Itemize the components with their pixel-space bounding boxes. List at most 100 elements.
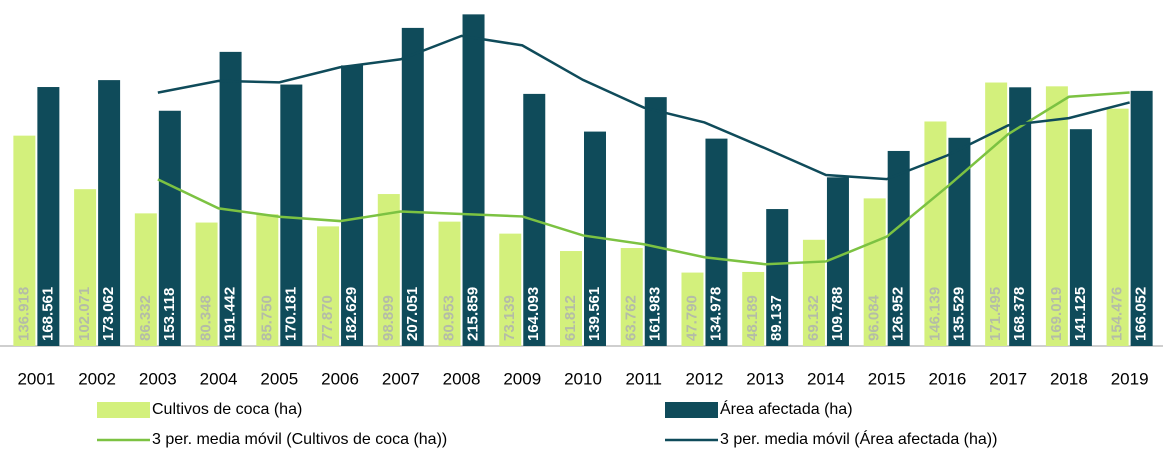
value-label: 135.529 — [950, 287, 967, 341]
legend-label: 3 per. media móvil (Área afectada (ha)) — [720, 429, 997, 448]
bar — [317, 226, 340, 346]
legend-swatch — [97, 402, 150, 418]
x-tick-label: 2004 — [200, 369, 238, 388]
legend-label: Cultivos de coca (ha) — [152, 401, 302, 418]
legend-label: 3 per. media móvil (Cultivos de coca (ha… — [152, 431, 447, 448]
value-label: 69.132 — [805, 295, 822, 341]
x-tick-label: 2001 — [17, 369, 55, 388]
bar — [401, 27, 424, 346]
value-label: 164.093 — [525, 287, 542, 341]
bar — [1069, 129, 1092, 346]
value-label: 171.495 — [987, 287, 1004, 341]
bar — [1106, 108, 1129, 346]
bar — [620, 248, 643, 346]
value-label: 102.071 — [76, 287, 93, 341]
bar — [134, 213, 157, 346]
value-label: 47.790 — [683, 295, 700, 341]
value-label: 126.952 — [890, 287, 907, 341]
bar — [13, 135, 36, 346]
legend-swatch — [665, 402, 718, 418]
bar — [462, 14, 485, 346]
bar — [195, 222, 218, 346]
x-tick-label: 2017 — [989, 369, 1027, 388]
bar — [560, 251, 582, 346]
bar — [742, 271, 765, 346]
value-label: 161.983 — [647, 287, 664, 341]
x-tick-label: 2013 — [746, 369, 784, 388]
x-tick-label: 2019 — [1111, 369, 1149, 388]
value-label: 215.859 — [464, 287, 481, 341]
value-label: 168.561 — [39, 287, 56, 341]
value-label: 85.750 — [258, 295, 275, 341]
value-label: 166.052 — [1133, 287, 1150, 341]
bar — [948, 137, 971, 346]
bar — [438, 221, 461, 346]
x-tick-label: 2010 — [564, 369, 602, 388]
x-tick-label: 2014 — [807, 369, 845, 388]
value-label: 153.118 — [161, 288, 178, 341]
bar — [377, 194, 400, 346]
value-label: 207.051 — [404, 287, 421, 341]
bar — [499, 233, 522, 346]
value-label: 80.953 — [440, 295, 457, 341]
x-tick-label: 2009 — [503, 369, 541, 388]
bar — [887, 150, 910, 346]
x-tick-label: 2012 — [686, 369, 724, 388]
x-tick-label: 2005 — [260, 369, 298, 388]
x-tick-label: 2016 — [929, 369, 967, 388]
line — [157, 34, 1130, 181]
value-label: 73.139 — [501, 295, 518, 341]
x-tick-label: 2006 — [321, 369, 359, 388]
value-label: 89.137 — [768, 295, 785, 341]
value-label: 141.125 — [1072, 287, 1089, 341]
value-label: 182.629 — [343, 287, 360, 341]
x-tick-label: 2011 — [625, 369, 662, 388]
line — [157, 91, 1130, 266]
x-tick-label: 2002 — [78, 369, 116, 388]
bar — [1130, 90, 1153, 346]
bar — [341, 65, 364, 347]
value-label: 146.139 — [926, 287, 943, 341]
bar — [802, 239, 825, 346]
bar — [681, 272, 704, 346]
value-label: 139.561 — [586, 287, 603, 341]
bar — [826, 177, 849, 346]
value-label: 63.762 — [623, 295, 640, 341]
bar — [1009, 87, 1032, 346]
bar — [584, 131, 606, 346]
value-label: 136.918 — [15, 287, 32, 341]
value-label: 86.332 — [137, 295, 154, 341]
bar — [705, 138, 728, 346]
value-label: 154.476 — [1109, 287, 1126, 341]
x-tick-label: 2008 — [443, 369, 481, 388]
value-label: 109.788 — [829, 287, 846, 341]
bar — [158, 110, 181, 347]
bar — [219, 51, 242, 346]
value-label: 61.812 — [562, 295, 579, 341]
x-tick-label: 2018 — [1050, 369, 1088, 388]
bar — [863, 198, 886, 346]
value-label: 98.899 — [380, 295, 397, 341]
value-label: 77.870 — [319, 295, 336, 341]
bar — [98, 80, 121, 347]
bar — [256, 214, 279, 346]
value-label: 134.978 — [707, 287, 724, 341]
bar — [1045, 86, 1068, 347]
value-label: 169.019 — [1048, 287, 1065, 341]
value-label: 48.189 — [744, 295, 761, 341]
bar — [74, 189, 97, 346]
value-label: 96.084 — [866, 294, 883, 341]
x-tick-label: 2007 — [382, 369, 420, 388]
value-label: 168.378 — [1011, 287, 1028, 341]
bar — [280, 84, 303, 346]
value-label: 191.442 — [222, 287, 239, 341]
value-label: 170.181 — [282, 287, 299, 341]
x-tick-label: 2015 — [868, 369, 906, 388]
bar — [37, 87, 60, 347]
bar — [766, 209, 789, 346]
x-tick-label: 2003 — [139, 369, 177, 388]
bar — [924, 121, 947, 346]
value-label: 80.348 — [198, 295, 215, 341]
bar — [644, 97, 667, 346]
